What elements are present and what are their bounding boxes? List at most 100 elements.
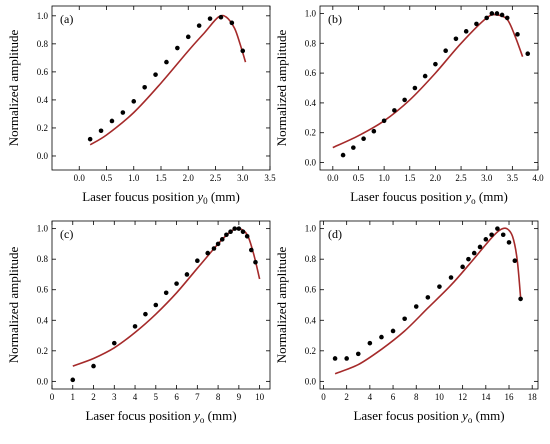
data-point <box>512 258 518 264</box>
data-point <box>174 281 179 286</box>
data-point <box>367 340 373 346</box>
x-axis-title-var: y <box>195 189 203 204</box>
data-point <box>437 284 442 289</box>
y-tick-label: 0.8 <box>37 254 49 264</box>
x-axis-title: Laser focus position yo (mm) <box>353 408 504 425</box>
y-tick-label: 0.6 <box>37 67 49 77</box>
data-point <box>185 34 191 40</box>
x-axis-title-unit: (mm) <box>472 408 504 423</box>
data-point <box>232 226 238 231</box>
x-tick-label: 10 <box>255 392 265 402</box>
data-point <box>205 250 211 256</box>
data-point <box>344 356 349 361</box>
data-point <box>244 233 250 239</box>
x-axis-title-text: Laser foucus position <box>82 189 197 204</box>
data-point <box>91 363 96 369</box>
x-tick-label: 4 <box>133 392 138 402</box>
y-tick-label: 0.6 <box>305 285 317 295</box>
x-axis-title-var: y <box>192 408 200 423</box>
y-tick-label: 0.0 <box>305 158 317 168</box>
panel-4: 0 2 4 6 8 10 12 14 16 18 0.0 0.2 0.4 0.6 0.8 1.0 (d) Norm… <box>274 220 539 425</box>
data-point <box>249 247 254 253</box>
x-axis-title-text: Laser focus position <box>353 408 462 423</box>
data-point <box>175 45 180 51</box>
fit-curve <box>332 13 524 149</box>
data-point <box>392 108 397 113</box>
data-point <box>422 73 428 79</box>
y-tick-label: 1.0 <box>37 224 49 234</box>
data-point <box>484 15 490 21</box>
panel-label: (d) <box>328 227 342 241</box>
data-point <box>390 328 396 334</box>
data-point <box>463 29 469 34</box>
x-axis-title-sub: o <box>200 415 205 425</box>
data-point <box>120 110 126 115</box>
x-axis-title: Laser foucus position y0 (mm) <box>82 189 240 206</box>
y-tick-label: 1.0 <box>37 11 49 21</box>
data-point <box>143 311 148 317</box>
y-tick-label: 1.0 <box>305 224 317 234</box>
data-point <box>433 61 438 67</box>
data-point <box>515 32 520 37</box>
x-tick-label: 7 <box>195 392 200 402</box>
x-tick-label: 1.5 <box>404 173 416 183</box>
y-axis-title: Normalized amplitude <box>274 29 289 146</box>
fit-curve <box>89 14 247 146</box>
data-point <box>111 340 117 346</box>
data-point <box>361 136 366 141</box>
x-axis-title-unit: (mm) <box>208 189 240 204</box>
data-point <box>240 229 246 234</box>
x-tick-label: 6 <box>391 392 396 402</box>
data-point <box>184 272 190 277</box>
data-point <box>448 275 454 280</box>
data-point <box>340 152 346 158</box>
y-axis-title: Normalized amplitude <box>6 29 21 146</box>
x-axis-title-unit: (mm) <box>476 189 508 204</box>
x-tick-label: 0.5 <box>353 173 365 183</box>
y-tick-label: 0.4 <box>37 315 49 325</box>
y-tick-label: 0.2 <box>37 346 48 356</box>
data-point <box>131 99 137 104</box>
x-tick-label: 8 <box>414 392 419 402</box>
data-point <box>163 290 169 296</box>
data-point <box>196 23 202 28</box>
y-axis-title: Normalized amplitude <box>6 246 21 363</box>
panel-1: 0.0 0.5 1.0 1.5 2.0 2.5 3.0 3.5 0.0 0.2 0.4 0.6 0.8 1… <box>6 5 276 206</box>
data-point <box>460 264 465 270</box>
panel-2: 0.0 0.5 1.0 1.5 2.0 2.5 3.0 3.5 4.0 0.0 0.2 0.4 0.6 0… <box>274 5 544 206</box>
plot-frame <box>51 5 271 171</box>
data-point <box>466 256 471 262</box>
x-tick-label: 3.0 <box>481 173 493 183</box>
x-axis-title-var: y <box>463 189 471 204</box>
panel-label: (b) <box>328 12 342 26</box>
data-point <box>164 59 169 65</box>
x-axis-title-text: Laser foucus position <box>350 189 465 204</box>
data-point <box>518 296 523 302</box>
plot-frame <box>51 220 271 390</box>
y-tick-label: 0.6 <box>305 68 317 78</box>
x-tick-label: 8 <box>216 392 221 402</box>
x-tick-label: 0.0 <box>327 173 339 183</box>
x-tick-label: 4 <box>368 392 373 402</box>
x-axis-title: Laser foucus position yo (mm) <box>350 189 508 206</box>
data-point <box>219 237 225 242</box>
x-tick-label: 3 <box>112 392 117 402</box>
data-point <box>132 324 138 329</box>
x-tick-label: 2 <box>91 392 96 402</box>
data-point <box>402 97 407 103</box>
x-axis-title-text: Laser focus position <box>85 408 194 423</box>
panel-label: (a) <box>60 12 73 26</box>
data-point <box>489 11 495 16</box>
x-tick-label: 3.5 <box>264 173 276 183</box>
data-point <box>215 241 221 247</box>
data-point <box>525 51 531 57</box>
data-point <box>477 244 483 250</box>
data-point <box>332 356 338 361</box>
x-tick-label: 2.0 <box>430 173 442 183</box>
data-point <box>453 36 459 42</box>
fit-curve <box>334 227 522 375</box>
data-point <box>412 85 418 91</box>
x-tick-label: 0.0 <box>74 173 86 183</box>
